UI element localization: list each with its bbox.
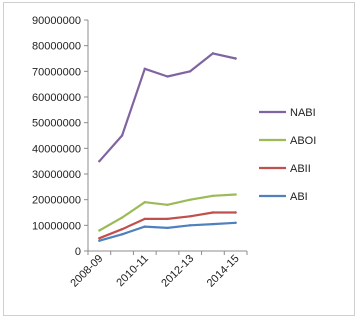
data-point-abi (120, 233, 124, 236)
data-point-nabi (98, 159, 101, 163)
series-line-nabi (98, 52, 237, 163)
y-tick-label: 70000000 (32, 66, 81, 78)
data-point-abii (166, 217, 169, 221)
series-line-abi (98, 221, 237, 242)
data-point-abi (234, 221, 237, 224)
y-tick-label: 60000000 (32, 92, 81, 104)
data-point-nabi (120, 134, 124, 137)
y-tick-label: 30000000 (32, 169, 81, 181)
x-tick-label: 2014-15 (205, 253, 242, 290)
data-point-abi (189, 224, 192, 227)
data-point-nabi (143, 67, 146, 70)
x-tick-label: 2012-13 (159, 253, 196, 290)
y-axis: 0 10000000 20000000 30000000 40000000 5000000… (32, 15, 89, 258)
data-point-abii (120, 227, 124, 231)
x-tick-label: 2010-11 (114, 253, 150, 289)
data-point-abii (189, 215, 192, 218)
data-point-nabi (189, 70, 192, 73)
y-tick-label: 0 (75, 246, 81, 258)
data-point-aboi (189, 198, 192, 201)
y-tick-label: 40000000 (32, 143, 81, 155)
legend-label-aboi: ABOI (290, 135, 316, 147)
data-point-abi (166, 226, 169, 230)
y-tick-label: 50000000 (32, 118, 81, 130)
y-tick-label: 10000000 (32, 220, 81, 232)
data-point-abii (98, 236, 101, 240)
series-layer (98, 52, 237, 242)
data-point-aboi (166, 203, 169, 206)
data-point-aboi (211, 194, 215, 198)
y-tick-label: 80000000 (32, 41, 81, 53)
y-tick-label: 20000000 (32, 195, 81, 207)
legend: NABI ABOI ABII ABI (259, 107, 316, 203)
data-point-abi (98, 239, 101, 242)
x-tick-label: 2008-09 (68, 253, 105, 290)
data-point-nabi (166, 75, 169, 78)
data-point-aboi (98, 229, 101, 232)
data-point-abii (234, 211, 237, 214)
data-point-abi (211, 222, 215, 226)
data-point-abii (211, 211, 215, 214)
data-point-nabi (234, 57, 237, 60)
x-axis: 2008-09 2010-11 2012-13 2014-15 (68, 250, 248, 290)
legend-label-nabi: NABI (290, 107, 316, 119)
data-point-nabi (211, 52, 215, 55)
data-point-aboi (120, 216, 124, 219)
chart-frame (3, 2, 355, 316)
y-tick-label: 90000000 (32, 15, 81, 27)
data-point-abii (143, 217, 146, 221)
legend-label-abii: ABII (290, 163, 311, 175)
legend-label-abi: ABI (290, 191, 308, 203)
data-point-aboi (234, 193, 237, 196)
data-point-aboi (143, 201, 146, 204)
data-point-abi (143, 225, 146, 228)
